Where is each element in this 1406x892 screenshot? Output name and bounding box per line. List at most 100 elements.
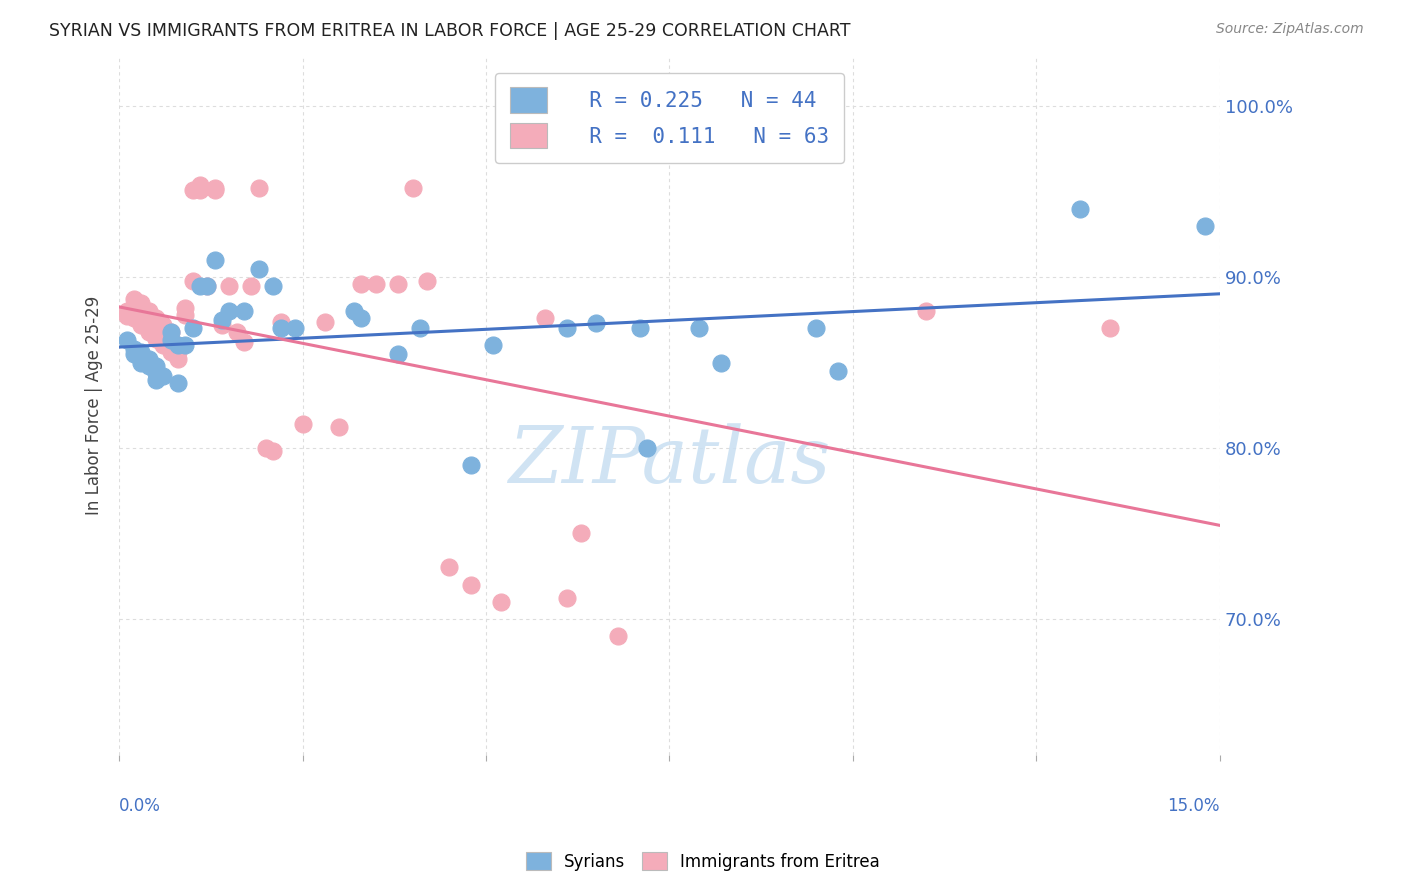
Point [122, 342, 145, 356]
Point [409, 321, 432, 335]
Point [482, 338, 505, 352]
Point [710, 355, 733, 369]
Point [152, 318, 174, 332]
Point [181, 274, 204, 288]
Point [204, 253, 226, 268]
Point [218, 304, 240, 318]
Point [328, 420, 350, 434]
Point [167, 352, 190, 367]
Point [533, 311, 555, 326]
Point [115, 304, 138, 318]
Point [364, 277, 387, 291]
Text: SYRIAN VS IMMIGRANTS FROM ERITREA IN LABOR FORCE | AGE 25-29 CORRELATION CHART: SYRIAN VS IMMIGRANTS FROM ERITREA IN LAB… [49, 22, 851, 40]
Y-axis label: In Labor Force | Age 25-29: In Labor Force | Age 25-29 [86, 295, 103, 515]
Point [439, 560, 461, 574]
Point [115, 310, 138, 324]
Point [240, 278, 263, 293]
Point [387, 277, 409, 291]
Point [270, 314, 292, 328]
Point [204, 181, 226, 195]
Point [129, 352, 152, 367]
Point [174, 338, 197, 352]
Point [233, 334, 256, 349]
Point [138, 359, 160, 373]
Point [607, 629, 630, 643]
Point [129, 304, 152, 318]
Point [188, 278, 211, 293]
Point [138, 311, 160, 326]
Point [174, 308, 197, 322]
Legend:   R = 0.225   N = 44,   R =  0.111   N = 63: R = 0.225 N = 44, R = 0.111 N = 63 [495, 72, 844, 163]
Text: ZIPatlas: ZIPatlas [509, 423, 831, 500]
Point [211, 318, 233, 332]
Point [555, 591, 578, 606]
Point [291, 417, 314, 431]
Point [571, 526, 593, 541]
Point [247, 261, 270, 276]
Point [254, 441, 277, 455]
Point [350, 277, 373, 291]
Point [159, 345, 181, 359]
Text: 15.0%: 15.0% [1167, 797, 1220, 815]
Point [138, 325, 160, 339]
Text: 0.0%: 0.0% [120, 797, 162, 815]
Point [138, 318, 160, 332]
Point [122, 293, 145, 307]
Point [145, 318, 167, 332]
Point [314, 314, 336, 328]
Point [122, 311, 145, 326]
Legend: Syrians, Immigrants from Eritrea: Syrians, Immigrants from Eritrea [517, 844, 889, 880]
Point [122, 299, 145, 313]
Point [129, 318, 152, 332]
Point [152, 369, 174, 384]
Point [138, 304, 160, 318]
Point [167, 376, 190, 390]
Point [555, 321, 578, 335]
Point [1098, 321, 1121, 335]
Point [218, 278, 240, 293]
Text: Source: ZipAtlas.com: Source: ZipAtlas.com [1216, 22, 1364, 37]
Point [138, 352, 160, 367]
Point [181, 321, 204, 335]
Point [387, 347, 409, 361]
Point [204, 183, 226, 197]
Point [145, 359, 167, 373]
Point [145, 311, 167, 326]
Point [233, 304, 256, 318]
Point [489, 594, 512, 608]
Point [225, 325, 247, 339]
Point [460, 458, 482, 472]
Point [129, 345, 152, 359]
Point [270, 321, 292, 335]
Point [262, 444, 284, 458]
Point [188, 178, 211, 192]
Point [416, 274, 439, 288]
Point [637, 441, 659, 455]
Point [350, 311, 373, 326]
Point [129, 311, 152, 326]
Point [159, 338, 181, 352]
Point [195, 278, 218, 293]
Point [1194, 219, 1216, 233]
Point [145, 373, 167, 387]
Point [152, 325, 174, 339]
Point [688, 321, 710, 335]
Point [402, 181, 425, 195]
Point [628, 321, 651, 335]
Point [159, 325, 181, 339]
Point [145, 332, 167, 346]
Point [122, 347, 145, 361]
Point [262, 278, 284, 293]
Point [460, 577, 482, 591]
Point [915, 304, 938, 318]
Point [167, 345, 190, 359]
Point [284, 321, 307, 335]
Point [247, 181, 270, 195]
Point [159, 332, 181, 346]
Point [115, 334, 138, 348]
Point [1069, 202, 1091, 216]
Point [122, 304, 145, 318]
Point [211, 313, 233, 327]
Point [343, 304, 366, 318]
Point [152, 332, 174, 346]
